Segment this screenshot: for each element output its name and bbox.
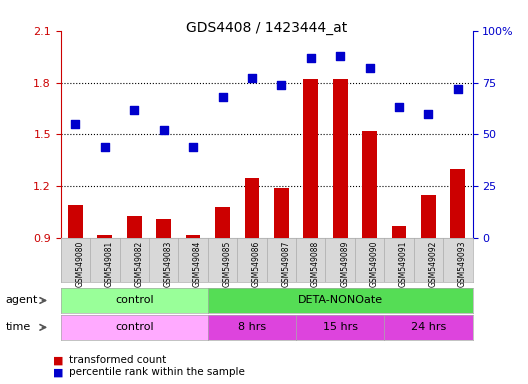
Text: GSM549081: GSM549081 bbox=[105, 240, 114, 286]
Text: GSM549084: GSM549084 bbox=[193, 240, 202, 287]
Bar bbox=[215, 207, 230, 238]
Point bbox=[130, 106, 138, 113]
Bar bbox=[127, 216, 142, 238]
Text: GSM549086: GSM549086 bbox=[252, 240, 261, 287]
Text: transformed count: transformed count bbox=[69, 355, 166, 365]
Point bbox=[71, 121, 80, 127]
Point bbox=[365, 65, 374, 71]
Point bbox=[159, 127, 168, 133]
Text: GSM549088: GSM549088 bbox=[311, 240, 320, 286]
Bar bbox=[421, 195, 436, 238]
Bar bbox=[186, 235, 201, 238]
Text: 15 hrs: 15 hrs bbox=[323, 322, 357, 333]
Bar bbox=[304, 79, 318, 238]
Bar bbox=[333, 79, 347, 238]
Text: GSM549083: GSM549083 bbox=[164, 240, 173, 287]
Bar bbox=[274, 188, 289, 238]
Text: GDS4408 / 1423444_at: GDS4408 / 1423444_at bbox=[186, 21, 347, 35]
Bar bbox=[450, 169, 465, 238]
Point bbox=[424, 111, 432, 117]
Text: GSM549085: GSM549085 bbox=[222, 240, 231, 287]
Bar bbox=[98, 235, 112, 238]
Point bbox=[218, 94, 227, 100]
Bar bbox=[244, 178, 259, 238]
Text: GSM549087: GSM549087 bbox=[281, 240, 290, 287]
Bar bbox=[362, 131, 377, 238]
Bar bbox=[156, 219, 171, 238]
Text: percentile rank within the sample: percentile rank within the sample bbox=[69, 367, 244, 377]
Point bbox=[101, 144, 109, 150]
Text: GSM549090: GSM549090 bbox=[370, 240, 379, 287]
Text: 24 hrs: 24 hrs bbox=[411, 322, 446, 333]
Text: 8 hrs: 8 hrs bbox=[238, 322, 266, 333]
Point bbox=[189, 144, 197, 150]
Text: control: control bbox=[115, 322, 154, 333]
Text: GSM549082: GSM549082 bbox=[134, 240, 143, 286]
Point bbox=[248, 75, 256, 81]
Text: DETA-NONOate: DETA-NONOate bbox=[298, 295, 383, 306]
Text: agent: agent bbox=[5, 295, 37, 306]
Bar bbox=[68, 205, 83, 238]
Text: GSM549092: GSM549092 bbox=[428, 240, 437, 287]
Text: time: time bbox=[5, 322, 31, 333]
Text: GSM549091: GSM549091 bbox=[399, 240, 408, 287]
Text: ■: ■ bbox=[53, 367, 63, 377]
Point bbox=[307, 55, 315, 61]
Point bbox=[395, 104, 403, 111]
Point bbox=[336, 53, 344, 59]
Point bbox=[277, 81, 286, 88]
Text: ■: ■ bbox=[53, 355, 63, 365]
Text: GSM549093: GSM549093 bbox=[458, 240, 467, 287]
Text: control: control bbox=[115, 295, 154, 306]
Text: GSM549080: GSM549080 bbox=[76, 240, 84, 287]
Text: GSM549089: GSM549089 bbox=[340, 240, 349, 287]
Point bbox=[454, 86, 462, 92]
Bar bbox=[392, 226, 407, 238]
